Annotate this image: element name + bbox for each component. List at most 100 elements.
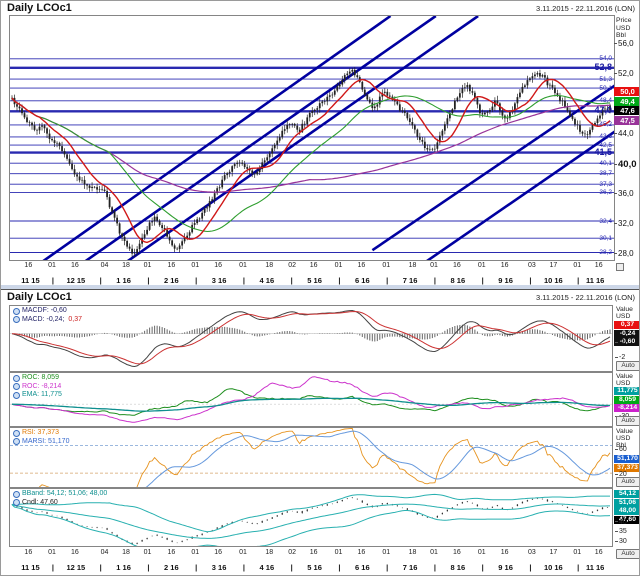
price-tick-label: 52,0 — [614, 69, 634, 78]
price-level-label: 32,4 — [599, 217, 612, 225]
day-tick-label: 01 — [143, 262, 152, 269]
value-badge: 51,170 — [614, 455, 639, 463]
day-tick-label: 16 — [452, 549, 461, 556]
collapse-indicator-icon[interactable] — [13, 499, 20, 507]
month-separator: | — [433, 563, 436, 572]
month-label: 8 16 — [450, 276, 466, 285]
month-separator: | — [386, 276, 389, 285]
macd-canvas[interactable] — [10, 306, 613, 371]
month-cell: 01 16 12 15 | — [48, 547, 102, 574]
price-chart-plot[interactable]: 54,0 52,8 51,3 50,1 48,4 47,0 45,2 43,6 42,5 41,5… — [9, 15, 615, 261]
legend-text: ROC: 8,059 — [22, 374, 59, 381]
day-tick-label: 18 — [265, 262, 274, 269]
bottom-date-range: 3.11.2015 - 22.11.2016 (LON) — [536, 293, 635, 302]
auto-scale-button[interactable]: Auto — [616, 549, 639, 559]
day-tick-label: 16 — [594, 549, 603, 556]
roc-canvas[interactable] — [10, 373, 613, 426]
day-tick-label: 01 — [239, 262, 247, 269]
month-separator: | — [577, 276, 580, 285]
collapse-indicator-icon[interactable] — [13, 374, 20, 382]
collapse-indicator-icon[interactable] — [13, 391, 20, 399]
month-label: 4 16 — [259, 563, 275, 572]
value-badge: 51,06 — [614, 498, 639, 507]
collapse-indicator-icon[interactable] — [13, 490, 20, 498]
month-cell: 01 16 3 16 | — [191, 547, 245, 574]
month-label: 10 16 — [543, 276, 563, 285]
month-cell: 01 16 2 16 | — [143, 260, 198, 287]
month-separator: | — [338, 276, 341, 285]
axis-title-line: Value — [616, 428, 633, 435]
roc-pane: ROC: 8,059 ROC: -8,214 EMA: 11,775 — [9, 372, 613, 427]
price-level-label: 51,3 — [599, 75, 612, 83]
day-tick-label: 04 — [100, 262, 109, 269]
month-separator: | — [290, 563, 293, 572]
day-tick-label: 16 — [357, 549, 366, 556]
price-level-label: 42,5 — [599, 141, 612, 149]
roc-legend: ROC: 8,059 ROC: -8,214 EMA: 11,775 — [13, 374, 62, 400]
auto-scale-button[interactable]: Auto — [616, 416, 639, 426]
axis-title-line: USD — [616, 380, 631, 387]
month-separator: | — [51, 276, 54, 285]
day-tick-label: 01 — [48, 262, 56, 269]
axis-title-line: Value — [616, 306, 633, 313]
auto-scale-button[interactable]: Auto — [616, 361, 639, 371]
day-tick-label: 16 — [167, 262, 176, 269]
collapse-indicator-icon[interactable] — [13, 438, 20, 446]
month-label: 1 16 — [116, 276, 131, 285]
month-label: 9 16 — [498, 276, 513, 285]
month-separator: | — [242, 563, 245, 572]
collapse-indicator-icon[interactable] — [13, 383, 20, 391]
price-badge: 47,6 — [614, 106, 639, 115]
price-level-label: 50,1 — [599, 84, 612, 92]
price-level-label: 54,0 — [599, 55, 612, 63]
day-tick-label: 16 — [594, 262, 603, 269]
month-label: 11 16 — [585, 563, 605, 572]
day-tick-label: 16 — [24, 262, 33, 269]
price-level-label: 48,4 — [599, 97, 612, 105]
collapse-indicator-icon[interactable] — [13, 307, 20, 315]
month-cell: 03 17 10 16 | — [527, 547, 579, 574]
month-label: 3 16 — [211, 276, 227, 285]
axis-page-icon[interactable] — [616, 263, 624, 271]
month-label: 6 16 — [355, 276, 370, 285]
day-tick-label: 01 — [382, 262, 391, 269]
price-level-label: 38,7 — [599, 170, 612, 178]
axis-title-line: USD — [616, 313, 631, 320]
price-level-label: 47,0 — [594, 105, 612, 116]
month-label: 9 16 — [498, 563, 513, 572]
month-cell: 04 18 1 16 | — [100, 547, 150, 574]
month-cell: 01 16 8 16 | — [430, 260, 484, 287]
day-tick-label: 01 — [430, 262, 438, 269]
day-tick-label: 16 — [214, 549, 223, 556]
rsi-canvas[interactable] — [10, 428, 613, 487]
value-badge: -8,214 — [614, 404, 639, 412]
axis-tick-label: 40 — [615, 519, 627, 526]
collapse-indicator-icon[interactable] — [13, 429, 20, 437]
top-x-axis: 16 11 15 | 01 16 12 15 | 04 18 1 16 | 01 16 2 16 | 01 16… — [9, 260, 613, 287]
value-badge: -0,24 — [614, 329, 639, 338]
month-label: 12 15 — [66, 276, 86, 285]
month-label: 10 16 — [543, 563, 563, 572]
legend-line: MACDF: -0,60 — [13, 307, 82, 316]
month-cell: 01 16 2 16 | — [144, 547, 198, 574]
day-tick-label: 01 — [48, 549, 56, 556]
legend-text: MACD: -0,24; — [22, 315, 67, 323]
day-tick-label: 02 — [288, 262, 297, 269]
auto-scale-button[interactable]: Auto — [616, 477, 639, 487]
month-label: 11 16 — [585, 276, 605, 285]
bband-canvas[interactable] — [10, 489, 613, 546]
day-tick-label: 16 — [500, 549, 509, 556]
price-chart-canvas[interactable] — [10, 16, 614, 260]
collapse-indicator-icon[interactable] — [13, 316, 20, 324]
value-badge: 37,373 — [614, 463, 639, 472]
top-chart-title: Daily LCOc1 — [7, 2, 72, 14]
bottom-x-axis: 16 11 15 | 01 16 12 15 | 04 18 1 16 | 01 16 2 16 | 01 16… — [9, 547, 613, 574]
month-separator: | — [481, 276, 484, 285]
month-cell: 16 11 15 | — [9, 547, 54, 574]
month-separator: | — [338, 563, 341, 572]
rsi-axis-column: Value USD Bbl 51,170 37,373 60 20 Auto — [614, 427, 639, 502]
day-tick-label: 03 — [527, 549, 536, 556]
month-cell: 01 18 4 16 | — [239, 260, 293, 287]
legend-line: EMA: 11,775 — [13, 391, 62, 400]
month-label: 1 16 — [116, 563, 131, 572]
